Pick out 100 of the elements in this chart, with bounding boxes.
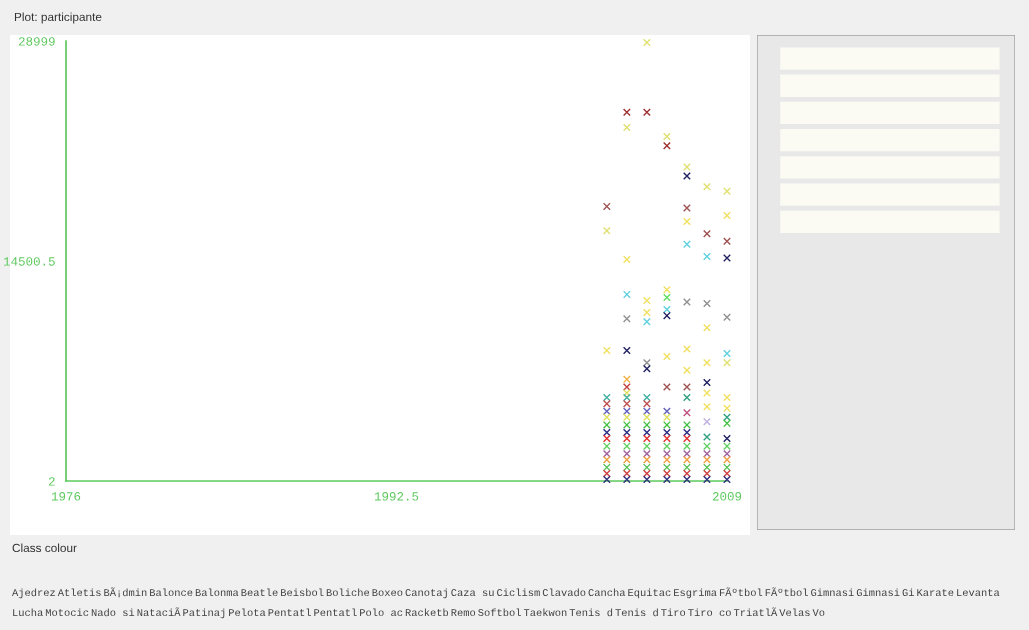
point bbox=[642, 108, 651, 117]
point bbox=[723, 313, 731, 322]
text: Balonma bbox=[195, 588, 239, 597]
point bbox=[602, 202, 611, 211]
point bbox=[602, 428, 611, 437]
text: Tiro co bbox=[688, 608, 731, 617]
text: Ajedrez bbox=[12, 588, 55, 599]
text: Gimnasi bbox=[856, 588, 900, 597]
point bbox=[682, 298, 691, 306]
point bbox=[622, 389, 631, 397]
text: Caza su bbox=[451, 589, 494, 597]
text: Boliche bbox=[326, 588, 370, 597]
text: Tiro bbox=[661, 608, 686, 617]
text: Beisbol bbox=[281, 588, 324, 597]
point bbox=[622, 108, 631, 117]
text: Canotaj bbox=[405, 588, 447, 599]
point bbox=[622, 413, 631, 422]
point bbox=[682, 240, 691, 249]
point bbox=[682, 172, 691, 180]
point bbox=[622, 346, 631, 355]
text: Tenis d bbox=[569, 608, 613, 617]
point bbox=[703, 323, 711, 332]
text: Racketb bbox=[405, 608, 449, 617]
text: Pentatl bbox=[268, 608, 311, 617]
point bbox=[662, 141, 671, 150]
point bbox=[602, 407, 611, 416]
text: Balonce bbox=[150, 588, 193, 597]
text: Softbol bbox=[478, 608, 521, 617]
point bbox=[622, 375, 631, 384]
text: Vo bbox=[812, 609, 825, 617]
point bbox=[682, 366, 691, 375]
text: Lucha bbox=[13, 608, 43, 617]
text: Atletis bbox=[57, 588, 101, 597]
text: BÃ¡dmin bbox=[104, 587, 147, 598]
text: TriatlÃ bbox=[733, 607, 778, 617]
point bbox=[703, 389, 711, 397]
text: Equitac bbox=[628, 588, 671, 599]
point bbox=[602, 393, 611, 402]
point bbox=[723, 254, 731, 262]
point bbox=[622, 290, 631, 299]
point bbox=[622, 382, 631, 391]
point bbox=[703, 378, 711, 387]
point bbox=[723, 413, 731, 422]
point bbox=[723, 349, 731, 358]
text: Cancha bbox=[588, 588, 626, 597]
text: Gimnasi bbox=[811, 588, 854, 597]
text: Velas bbox=[779, 608, 810, 617]
point bbox=[703, 417, 711, 426]
x-tick-label: 1976 bbox=[51, 492, 81, 501]
point bbox=[682, 217, 691, 226]
point bbox=[642, 308, 651, 317]
point bbox=[642, 317, 651, 326]
text: Taekwon bbox=[523, 608, 567, 617]
point bbox=[723, 393, 731, 402]
point bbox=[662, 293, 671, 302]
text: Pelota bbox=[229, 608, 266, 617]
point bbox=[602, 226, 611, 235]
chart-title: Plot: participante bbox=[14, 12, 102, 24]
point bbox=[602, 399, 611, 408]
point bbox=[662, 311, 671, 320]
point bbox=[622, 314, 631, 323]
point bbox=[642, 358, 651, 367]
text: Pentatl bbox=[314, 608, 357, 617]
text: Motocic bbox=[45, 608, 89, 617]
point bbox=[703, 433, 711, 441]
point bbox=[602, 434, 611, 443]
point bbox=[723, 404, 731, 413]
text: Clavado bbox=[542, 588, 586, 597]
text: NataciÃ bbox=[137, 607, 181, 617]
point bbox=[723, 434, 731, 443]
text: FÃºtbol bbox=[719, 587, 763, 597]
point bbox=[662, 285, 671, 294]
y-tick-label: 2 bbox=[48, 477, 55, 486]
text: Beatle bbox=[241, 588, 278, 597]
text: Esgrima bbox=[674, 588, 717, 599]
point bbox=[602, 455, 611, 464]
point bbox=[703, 402, 711, 411]
point bbox=[602, 463, 611, 472]
point bbox=[723, 211, 731, 220]
point bbox=[642, 364, 651, 373]
point bbox=[602, 449, 611, 458]
point bbox=[602, 442, 611, 451]
text: Remo bbox=[451, 609, 476, 617]
text: Boxeo bbox=[372, 589, 403, 597]
text: Patinaj bbox=[183, 608, 225, 619]
y-tick-label: 14500.5 bbox=[3, 257, 55, 266]
point bbox=[703, 252, 711, 261]
point bbox=[662, 305, 671, 314]
point bbox=[662, 352, 671, 361]
text: Karate bbox=[917, 589, 954, 597]
y-tick-label: 28999 bbox=[18, 37, 55, 46]
text: Levanta bbox=[957, 589, 1000, 597]
text: Class colour bbox=[12, 543, 77, 553]
point bbox=[602, 475, 611, 484]
text: Gi bbox=[902, 588, 914, 597]
point bbox=[602, 420, 611, 429]
point bbox=[682, 408, 691, 417]
text: Nado si bbox=[91, 608, 135, 617]
text: Tenis d bbox=[615, 608, 658, 617]
text: Ciclism bbox=[497, 588, 540, 597]
